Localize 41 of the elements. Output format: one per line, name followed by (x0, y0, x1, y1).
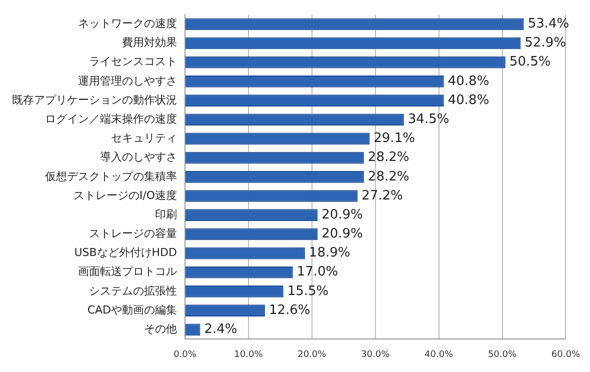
y-tick-label: 仮想デスクトップの集積率 (45, 170, 177, 183)
y-tick-label: ログイン／端末操作の速度 (45, 112, 177, 126)
data-label: 40.8% (448, 92, 490, 108)
y-tick-label: セキュリティ (111, 132, 177, 145)
data-label: 29.1% (374, 131, 415, 146)
y-tick-label: CADや動画の編集 (87, 303, 177, 316)
y-tick-label: ストレージのI/O速度 (73, 188, 177, 202)
y-tick-label: USBなど外付けHDD (74, 246, 177, 260)
data-label: 20.9% (322, 226, 363, 242)
data-label: 50.5% (509, 54, 551, 70)
x-tick-label: 10.0% (234, 350, 264, 360)
data-label: 28.2% (368, 150, 410, 166)
y-tick-label: 導入のしやすさ (100, 150, 177, 164)
y-tick-label: その他 (144, 322, 177, 336)
data-label: 27.2% (362, 188, 403, 204)
x-tick-label: 60.0% (551, 350, 580, 360)
x-tick-label: 0.0% (174, 350, 197, 360)
y-tick-label: 印刷 (155, 208, 177, 221)
data-label: 20.9% (322, 207, 363, 222)
data-label: 34.5% (408, 112, 450, 127)
x-tick-label: 20.0% (298, 350, 327, 360)
y-tick-label: 運用管理のしやすさ (78, 74, 177, 88)
y-tick-label: 既存アプリケーションの動作状況 (12, 93, 177, 106)
data-label: 12.6% (268, 302, 310, 318)
y-tick-label: 画面転送プロトコル (78, 265, 177, 278)
data-label: 17.0% (296, 264, 338, 280)
y-tick-label: ストレージの容量 (89, 227, 177, 240)
data-label: 52.9% (524, 36, 566, 51)
data-label: 53.4% (528, 16, 570, 32)
y-tick-label: ネットワークの速度 (78, 17, 177, 30)
data-label: 18.9% (308, 246, 350, 261)
data-label: 40.8% (448, 74, 490, 89)
data-label: 2.4% (204, 322, 238, 338)
data-label: 28.2% (368, 169, 410, 184)
y-tick-label: 費用対効果 (122, 36, 177, 50)
x-tick-label: 30.0% (361, 350, 390, 360)
data-label: 15.5% (287, 284, 329, 299)
x-tick-label: 40.0% (424, 350, 454, 360)
y-tick-label: システムの拡張性 (89, 284, 177, 298)
x-tick-label: 50.0% (488, 350, 517, 360)
y-tick-label: ライセンスコスト (89, 55, 177, 68)
